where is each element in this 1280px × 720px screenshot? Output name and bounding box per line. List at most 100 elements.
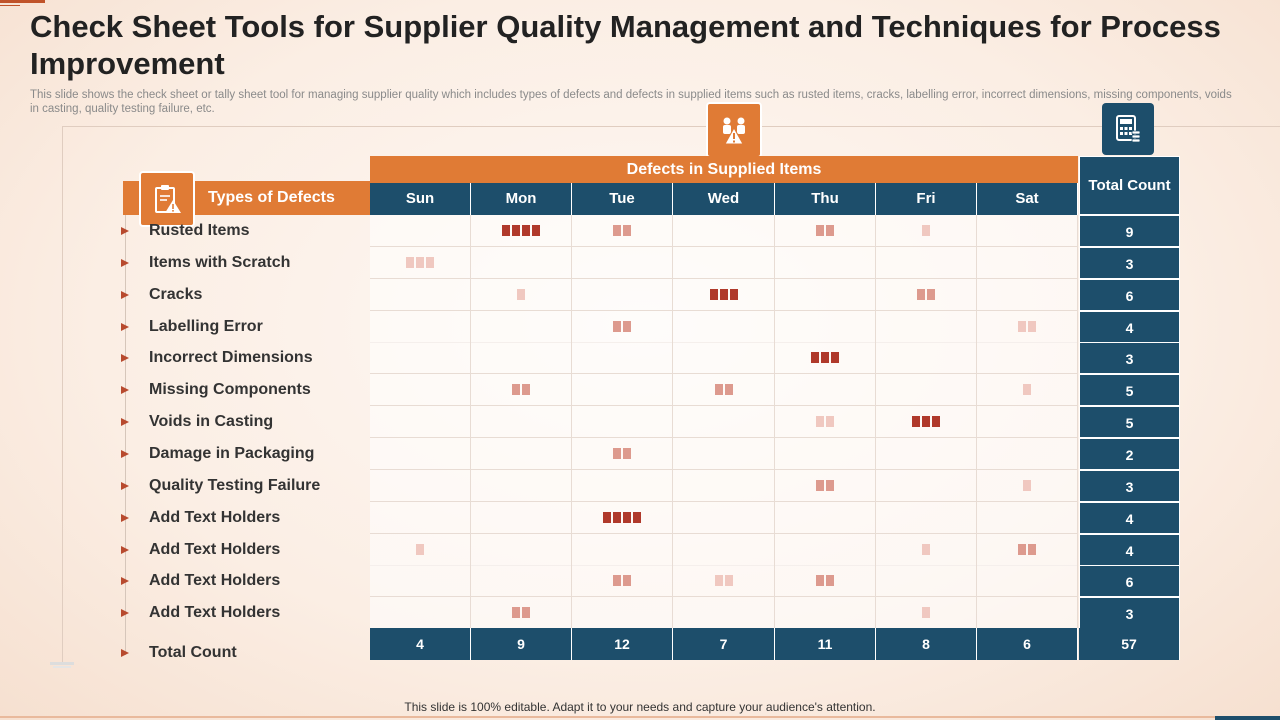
tally-cell (775, 406, 876, 438)
tally-cell (572, 342, 673, 374)
tally-cell (876, 438, 977, 470)
tally-cell (370, 311, 471, 343)
tally-mark (714, 575, 723, 586)
tally-cell (876, 534, 977, 566)
tally-cell (977, 374, 1078, 406)
column-total-cell: 7 (673, 628, 775, 660)
day-header-fri: Fri (876, 183, 977, 215)
tally-cell (370, 565, 471, 597)
tally-mark (613, 575, 621, 586)
tally-mark (512, 384, 520, 395)
tally-cell (977, 311, 1078, 343)
tally-cell (876, 374, 977, 406)
tally-mark (724, 575, 733, 586)
tally-cell (876, 597, 977, 629)
tally-cell (977, 534, 1078, 566)
tally-mark (512, 607, 520, 618)
tally-mark (623, 321, 631, 332)
tally-mark (517, 289, 525, 300)
tally-mark (1023, 480, 1031, 491)
tally-mark (922, 416, 930, 427)
top-accent-bar (0, 0, 45, 3)
defect-type-row-label: Add Text Holders (121, 502, 280, 534)
tally-cell (977, 597, 1078, 629)
tally-mark (917, 289, 925, 300)
tally-cell (876, 470, 977, 502)
defect-type-label: Add Text Holders (149, 604, 281, 621)
tally-cell (977, 470, 1078, 502)
row-total-cell: 3 (1079, 470, 1180, 502)
tally-cell (775, 279, 876, 311)
tally-mark (729, 289, 738, 300)
row-total-cell: 4 (1079, 502, 1180, 534)
clipboard-warning-icon (139, 171, 195, 227)
defect-type-label: Labelling Error (149, 318, 263, 335)
tally-cell (471, 215, 572, 247)
tally-cell (775, 565, 876, 597)
tally-cell (673, 502, 775, 534)
tally-mark (811, 352, 819, 363)
column-total-cell: 9 (471, 628, 572, 660)
tally-cell (977, 438, 1078, 470)
defect-type-label: Cracks (149, 286, 203, 303)
bullet-arrow-icon (121, 546, 129, 554)
tally-cell (673, 534, 775, 566)
tally-cell (673, 311, 775, 343)
tally-mark (613, 512, 621, 523)
tally-cell (370, 406, 471, 438)
tally-cell (370, 215, 471, 247)
defect-type-row-label: Add Text Holders (121, 597, 280, 629)
day-header-tue: Tue (572, 183, 673, 215)
tally-cell (775, 215, 876, 247)
column-total-cell: 11 (775, 628, 876, 660)
tally-mark (502, 225, 510, 236)
row-total-cell: 4 (1079, 311, 1180, 343)
bottom-accent-line (0, 716, 1280, 718)
tally-cell (471, 247, 572, 279)
bullet-arrow-icon (121, 609, 129, 617)
column-total-cell: 12 (572, 628, 673, 660)
day-header-sun: Sun (370, 183, 471, 215)
bullet-arrow-icon (121, 649, 129, 657)
defect-type-row-label: Incorrect Dimensions (121, 342, 313, 374)
tally-cell (977, 502, 1078, 534)
bullet-arrow-icon (121, 577, 129, 585)
tally-cell (471, 565, 572, 597)
tally-cell (977, 565, 1078, 597)
tally-cell (572, 470, 673, 502)
tally-mark (512, 225, 520, 236)
tally-cell (471, 311, 572, 343)
top-accent-line (0, 5, 20, 6)
bullet-arrow-icon (121, 291, 129, 299)
tally-mark (922, 225, 930, 236)
tally-cell (572, 247, 673, 279)
tally-mark (522, 384, 530, 395)
tally-mark (603, 512, 611, 523)
defect-type-row-label: Voids in Casting (121, 406, 273, 438)
tally-mark (633, 512, 641, 523)
tally-cell (572, 597, 673, 629)
tally-cell (775, 247, 876, 279)
tally-mark (613, 225, 621, 236)
tally-cell (876, 342, 977, 374)
footer-note: This slide is 100% editable. Adapt it to… (404, 700, 876, 714)
tally-mark (426, 257, 434, 268)
tally-mark (932, 416, 940, 427)
tally-mark (816, 480, 824, 491)
total-count-header: Total Count (1079, 156, 1180, 215)
column-total-cell: 4 (370, 628, 471, 660)
row-total-cell: 3 (1079, 342, 1180, 374)
tally-mark (826, 480, 834, 491)
defect-type-label: Add Text Holders (149, 541, 281, 558)
tally-cell (471, 502, 572, 534)
bullet-arrow-icon (121, 418, 129, 426)
bullet-arrow-icon (121, 514, 129, 522)
tally-mark (927, 289, 935, 300)
tally-cell (673, 406, 775, 438)
tally-cell (370, 279, 471, 311)
tally-cell (370, 534, 471, 566)
column-total-cell: 6 (977, 628, 1078, 660)
day-header-sat: Sat (977, 183, 1078, 215)
tally-cell (673, 215, 775, 247)
row-total-cell: 6 (1079, 565, 1180, 597)
